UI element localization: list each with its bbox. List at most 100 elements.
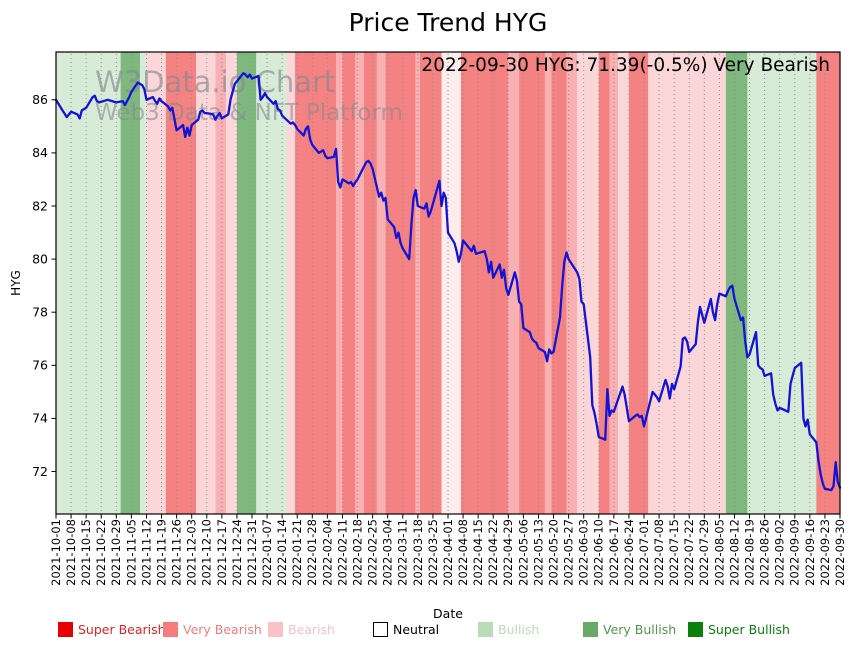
band-bearish_light xyxy=(618,52,629,514)
legend-swatch xyxy=(268,622,283,637)
x-tick-label: 2021-10-29 xyxy=(109,519,123,586)
x-tick-label: 2022-06-03 xyxy=(577,519,591,586)
y-tick-label: 74 xyxy=(32,411,48,426)
band-very_bearish xyxy=(364,52,377,514)
band-very_bearish xyxy=(460,52,509,514)
legend-swatch xyxy=(58,622,73,637)
band-bearish xyxy=(336,52,343,514)
x-tick-label: 2022-01-28 xyxy=(305,519,319,586)
band-bearish_light xyxy=(196,52,216,514)
band-very_bearish xyxy=(551,52,567,514)
band-bearish_light xyxy=(146,52,166,514)
x-ticks xyxy=(55,514,841,519)
band-very_bullish xyxy=(236,52,257,514)
x-tick-label: 2022-05-06 xyxy=(516,519,530,586)
legend-swatch xyxy=(373,622,388,637)
y-tick-label: 80 xyxy=(32,251,48,266)
legend-swatch xyxy=(163,622,178,637)
x-tick-label: 2022-07-29 xyxy=(697,519,711,586)
legend-label: Very Bearish xyxy=(183,622,262,637)
legend-item-very-bearish: Very Bearish xyxy=(163,622,262,637)
band-bearish xyxy=(215,52,227,514)
band-very_bearish xyxy=(295,52,336,514)
band-bullish xyxy=(56,52,121,514)
watermark-line2: Web3 Data & NFT Platform xyxy=(95,100,403,126)
band-bullish xyxy=(747,52,817,514)
x-tick-label: 2022-05-20 xyxy=(546,519,560,586)
x-tick-label: 2022-01-21 xyxy=(290,519,304,586)
legend-item-super-bearish: Super Bearish xyxy=(58,622,166,637)
band-very_bearish xyxy=(342,52,356,514)
x-tick-label: 2022-07-22 xyxy=(682,519,696,586)
y-tick-label: 76 xyxy=(32,358,48,373)
latest-price-annotation: 2022-09-30 HYG: 71.39(-0.5%) Very Bearis… xyxy=(421,55,830,76)
y-tick-label: 86 xyxy=(32,92,48,107)
y-tick-label: 78 xyxy=(32,304,48,319)
x-tick-label: 2022-04-08 xyxy=(456,519,470,586)
band-bearish_light xyxy=(577,52,599,514)
x-tick-label: 2021-11-12 xyxy=(139,519,153,586)
band-bearish_light xyxy=(648,52,726,514)
x-tick-label: 2022-08-26 xyxy=(758,519,772,586)
y-axis-label: HYG xyxy=(9,270,23,296)
band-bullish xyxy=(256,52,287,514)
x-tick-label: 2022-09-16 xyxy=(803,519,817,586)
legend-item-very-bullish: Very Bullish xyxy=(583,622,676,637)
legend-swatch xyxy=(688,622,703,637)
x-tick-label: 2022-06-10 xyxy=(592,519,606,586)
legend-label: Very Bullish xyxy=(603,622,677,637)
band-neutral_pink xyxy=(441,52,461,514)
legend-label: Neutral xyxy=(393,622,440,637)
x-tick-label: 2022-07-08 xyxy=(652,519,666,586)
x-tick-label: 2021-10-22 xyxy=(94,519,108,586)
band-bullish xyxy=(140,52,147,514)
band-very_bearish xyxy=(420,52,442,514)
x-tick-label: 2022-01-07 xyxy=(260,519,274,586)
x-tick-label: 2022-02-11 xyxy=(335,519,349,586)
x-tick-label: 2022-05-27 xyxy=(562,519,576,586)
x-tick-label: 2022-03-18 xyxy=(411,519,425,586)
y-tick-labels: 72 74 76 78 80 82 84 86 xyxy=(32,92,48,479)
x-tick-label: 2022-03-04 xyxy=(381,519,395,586)
x-tick-label: 2021-12-10 xyxy=(200,519,214,586)
legend-label: Super Bullish xyxy=(708,622,790,637)
band-bearish xyxy=(544,52,552,514)
y-tick-label: 72 xyxy=(32,464,48,479)
x-tick-label: 2021-10-15 xyxy=(79,519,93,586)
x-tick-labels: 2021-10-01 2021-10-08 2021-10-15 2021-10-22… xyxy=(49,519,847,586)
x-tick-label: 2021-12-31 xyxy=(245,519,259,586)
x-tick-label: 2022-06-17 xyxy=(607,519,621,586)
x-tick-label: 2022-06-24 xyxy=(622,519,636,586)
x-tick-label: 2022-02-18 xyxy=(350,519,364,586)
band-very_bearish xyxy=(598,52,610,514)
legend-swatch xyxy=(583,622,598,637)
x-tick-label: 2022-01-14 xyxy=(275,519,289,586)
x-tick-label: 2021-10-08 xyxy=(64,519,78,586)
x-tick-label: 2022-04-29 xyxy=(501,519,515,586)
x-tick-label: 2021-12-17 xyxy=(215,519,229,586)
x-tick-label: 2022-04-22 xyxy=(486,519,500,586)
x-tick-label: 2022-09-02 xyxy=(773,519,787,586)
y-tick-label: 82 xyxy=(32,198,48,213)
x-tick-label: 2022-05-13 xyxy=(531,519,545,586)
x-tick-label: 2022-09-30 xyxy=(833,519,847,586)
band-bearish xyxy=(355,52,364,514)
band-very_bullish xyxy=(120,52,140,514)
x-tick-label: 2022-09-23 xyxy=(818,519,832,586)
legend-label: Super Bearish xyxy=(78,622,166,637)
x-tick-label: 2021-12-24 xyxy=(230,519,244,586)
x-tick-label: 2022-07-15 xyxy=(667,519,681,586)
x-tick-label: 2022-08-05 xyxy=(712,519,726,586)
legend-item-super-bullish: Super Bullish xyxy=(688,622,790,637)
x-tick-label: 2021-12-03 xyxy=(185,519,199,586)
x-tick-label: 2021-11-26 xyxy=(170,519,184,586)
band-bearish_light xyxy=(286,52,296,514)
x-axis-label: Date xyxy=(433,606,463,621)
band-very_bearish xyxy=(385,52,416,514)
band-bearish_light xyxy=(226,52,237,514)
x-tick-label: 2021-11-19 xyxy=(154,519,168,586)
band-bearish xyxy=(566,52,578,514)
sentiment-bands xyxy=(56,52,840,514)
